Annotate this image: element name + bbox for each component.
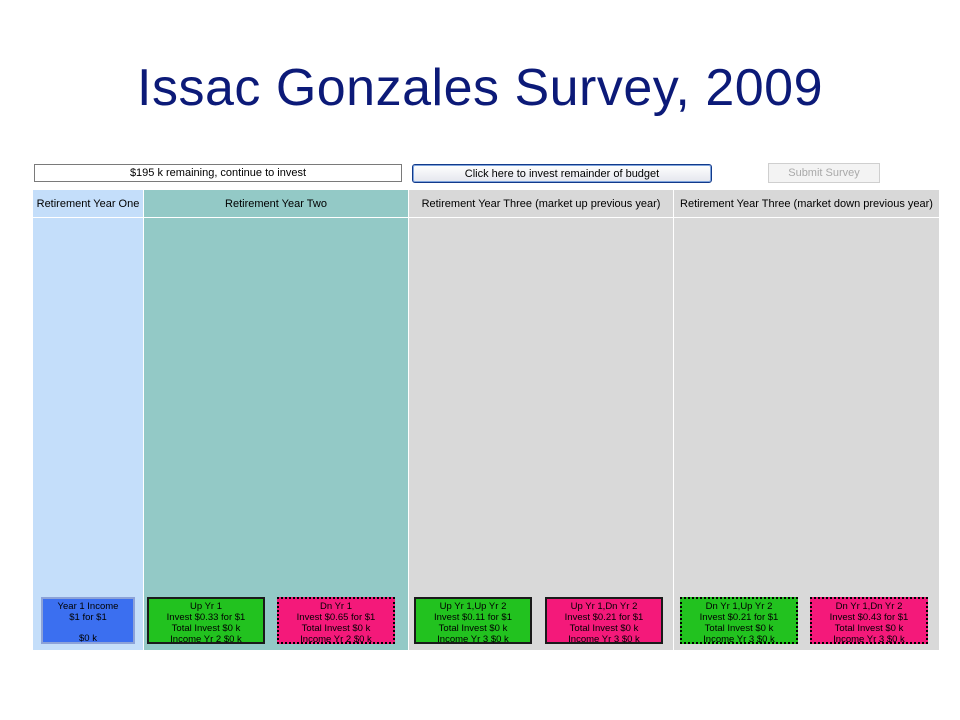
- card-title: Dn Yr 1: [319, 601, 353, 612]
- card-up-yr1[interactable]: Up Yr 1 Invest $0.33 for $1 Total Invest…: [147, 597, 265, 645]
- card-invest-rate: Invest $0.21 for $1: [699, 612, 779, 623]
- card-invest-rate: Invest $0.43 for $1: [829, 612, 909, 623]
- column-header: Retirement Year One: [33, 190, 143, 218]
- card-total-invest: Total Invest $0 k: [569, 623, 639, 634]
- card-up-yr1-dn-yr2[interactable]: Up Yr 1,Dn Yr 2 Invest $0.21 for $1 Tota…: [545, 597, 663, 645]
- card-dn-yr1-dn-yr2[interactable]: Dn Yr 1,Dn Yr 2 Invest $0.43 for $1 Tota…: [810, 597, 928, 645]
- column-retirement-year-one: Retirement Year One Year 1 Income $1 for…: [33, 190, 143, 650]
- card-income: Income Yr 3 $0 k: [703, 634, 775, 645]
- card-income: Income Yr 2 $0 k: [170, 634, 242, 645]
- column-header: Retirement Year Two: [144, 190, 408, 218]
- card-total-invest: Total Invest $0 k: [301, 623, 371, 634]
- submit-survey-button[interactable]: Submit Survey: [768, 163, 880, 183]
- card-title: Up Yr 1: [189, 601, 223, 612]
- card-income: Income Yr 3 $0 k: [568, 634, 640, 645]
- invest-remainder-button[interactable]: Click here to invest remainder of budget: [412, 164, 712, 183]
- column-retirement-year-three-market-down: Retirement Year Three (market down previ…: [674, 190, 939, 650]
- card-up-yr1-up-yr2[interactable]: Up Yr 1,Up Yr 2 Invest $0.11 for $1 Tota…: [414, 597, 532, 645]
- card-total-invest: Total Invest $0 k: [438, 623, 508, 634]
- card-dn-yr1-up-yr2[interactable]: Dn Yr 1,Up Yr 2 Invest $0.21 for $1 Tota…: [680, 597, 798, 645]
- column-retirement-year-three-market-up: Retirement Year Three (market up previou…: [409, 190, 673, 650]
- column-retirement-year-two: Retirement Year Two Up Yr 1 Invest $0.33…: [144, 190, 408, 650]
- card-year1-income[interactable]: Year 1 Income $1 for $1 $0 k: [41, 597, 135, 644]
- survey-app: $195 k remaining, continue to invest Cli…: [30, 160, 940, 650]
- card-invest-rate: Invest $0.33 for $1: [166, 612, 246, 623]
- card-title: Year 1 Income: [57, 601, 119, 612]
- card-invest-rate: Invest $0.21 for $1: [564, 612, 644, 623]
- card-title: Up Yr 1,Dn Yr 2: [570, 601, 638, 612]
- card-total-invest: Total Invest $0 k: [704, 623, 774, 634]
- card-income: Income Yr 3 $0 k: [437, 634, 509, 645]
- card-total-invest: Total Invest $0 k: [171, 623, 241, 634]
- card-amount: $0 k: [79, 633, 97, 644]
- card-invest-rate: Invest $0.65 for $1: [296, 612, 376, 623]
- column-header: Retirement Year Three (market up previou…: [409, 190, 673, 218]
- card-income: Income Yr 2 $0 k: [300, 634, 372, 645]
- card-income: Income Yr 3 $0 k: [833, 634, 905, 645]
- card-title: Dn Yr 1,Up Yr 2: [705, 601, 773, 612]
- card-total-invest: Total Invest $0 k: [834, 623, 904, 634]
- card-rate: $1 for $1: [69, 612, 107, 623]
- column-header: Retirement Year Three (market down previ…: [674, 190, 939, 218]
- budget-remaining-display: $195 k remaining, continue to invest: [34, 164, 402, 182]
- card-dn-yr1[interactable]: Dn Yr 1 Invest $0.65 for $1 Total Invest…: [277, 597, 395, 645]
- slide-title: Issac Gonzales Survey, 2009: [137, 59, 823, 117]
- card-title: Up Yr 1,Up Yr 2: [439, 601, 507, 612]
- card-invest-rate: Invest $0.11 for $1: [434, 612, 512, 623]
- card-title: Dn Yr 1,Dn Yr 2: [835, 601, 903, 612]
